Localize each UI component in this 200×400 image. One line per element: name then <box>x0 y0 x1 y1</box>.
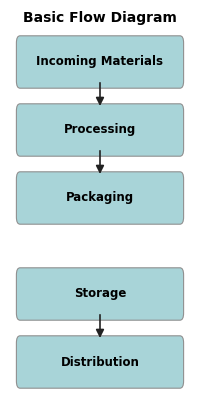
Text: Incoming Materials: Incoming Materials <box>36 56 164 68</box>
FancyBboxPatch shape <box>16 104 184 156</box>
Text: Basic Flow Diagram: Basic Flow Diagram <box>23 11 177 25</box>
FancyBboxPatch shape <box>16 172 184 224</box>
Text: Packaging: Packaging <box>66 192 134 204</box>
FancyBboxPatch shape <box>16 36 184 88</box>
Text: Storage: Storage <box>74 288 126 300</box>
FancyBboxPatch shape <box>16 268 184 320</box>
Text: Processing: Processing <box>64 124 136 136</box>
FancyBboxPatch shape <box>16 336 184 388</box>
Text: Distribution: Distribution <box>61 356 139 368</box>
